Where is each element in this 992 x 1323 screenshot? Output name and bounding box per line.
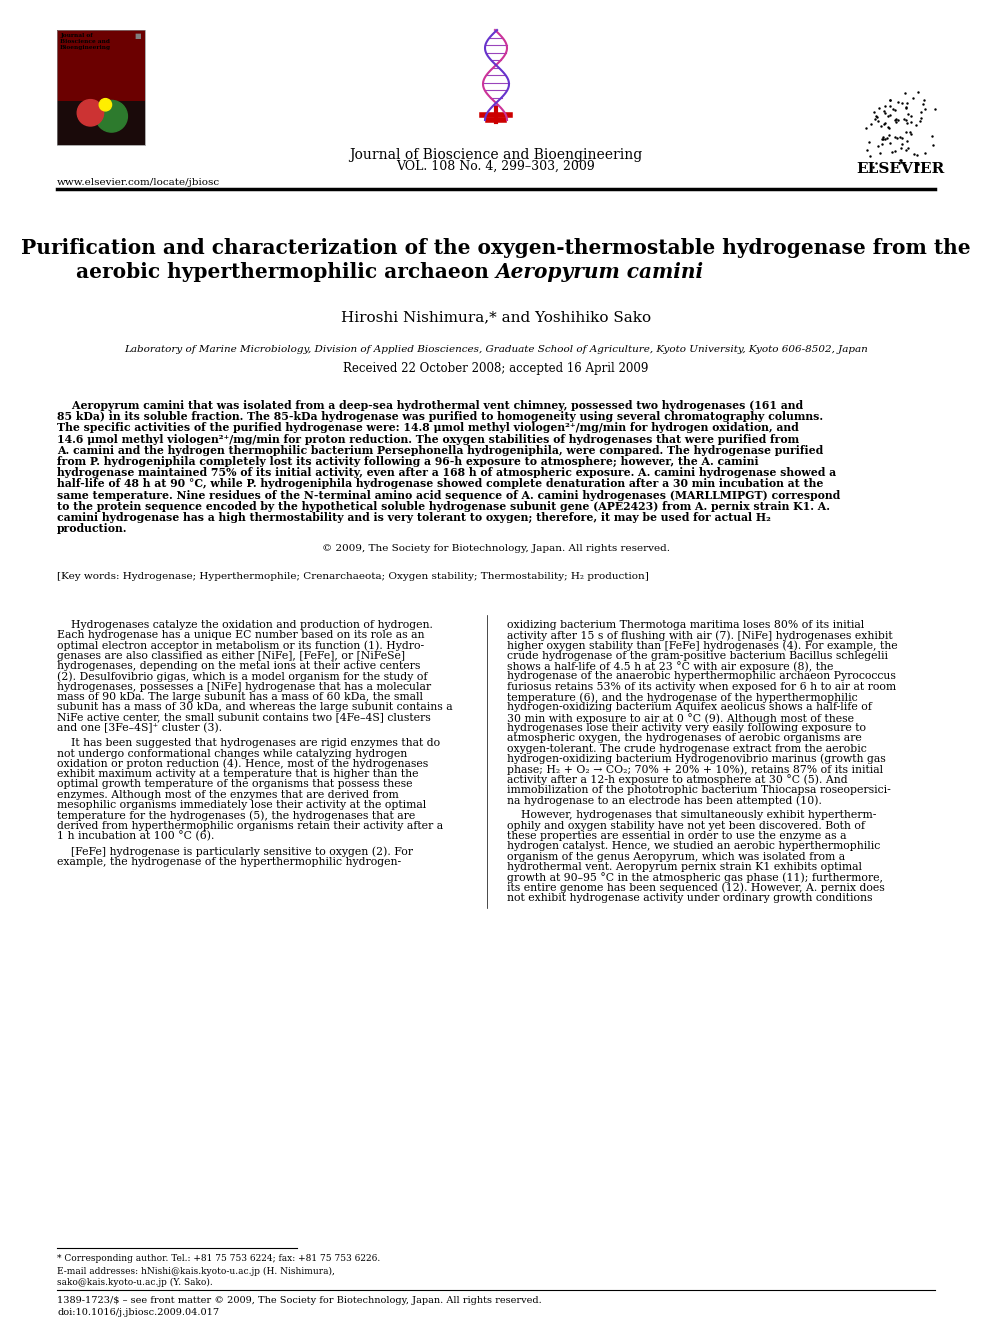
Text: immobilization of the phototrophic bacterium Thiocapsa roseopersici-: immobilization of the phototrophic bacte… [507,785,891,795]
Text: temperature for the hydrogenases (5), the hydrogenases that are: temperature for the hydrogenases (5), th… [57,811,416,822]
Text: optimal electron acceptor in metabolism or its function (1). Hydro-: optimal electron acceptor in metabolism … [57,640,425,651]
Text: not exhibit hydrogenase activity under ordinary growth conditions: not exhibit hydrogenase activity under o… [507,893,873,902]
Text: growth at 90–95 °C in the atmospheric gas phase (11); furthermore,: growth at 90–95 °C in the atmospheric ga… [507,872,883,882]
Text: Journal of
Bioscience and
Bioengineering: Journal of Bioscience and Bioengineering [60,33,111,50]
Bar [57,78,145,146]
Text: mass of 90 kDa. The large subunit has a mass of 60 kDa, the small: mass of 90 kDa. The large subunit has a … [57,692,423,703]
Bar [57,99,145,146]
Text: mesophilic organisms immediately lose their activity at the optimal: mesophilic organisms immediately lose th… [57,800,427,810]
Text: 85 kDa) in its soluble fraction. The 85-kDa hydrogenase was purified to homogene: 85 kDa) in its soluble fraction. The 85-… [57,411,823,422]
Text: hydrogenase of the anaerobic hyperthermophilic archaeon Pyrococcus: hydrogenase of the anaerobic hyperthermo… [507,672,896,681]
Text: A. camini and the hydrogen thermophilic bacterium Persephonella hydrogeniphila, : A. camini and the hydrogen thermophilic … [57,445,823,456]
Text: hydrothermal vent. Aeropyrum pernix strain K1 exhibits optimal: hydrothermal vent. Aeropyrum pernix stra… [507,861,862,872]
Text: The specific activities of the purified hydrogenase were: 14.8 μmol methyl violo: The specific activities of the purified … [57,422,799,434]
Text: doi:10.1016/j.jbiosc.2009.04.017: doi:10.1016/j.jbiosc.2009.04.017 [57,1308,219,1316]
Text: derived from hyperthermophilic organisms retain their activity after a: derived from hyperthermophilic organisms… [57,820,443,831]
Text: ophily and oxygen stability have not yet been discovered. Both of: ophily and oxygen stability have not yet… [507,820,865,831]
Text: example, the hydrogenase of the hyperthermophilic hydrogen-: example, the hydrogenase of the hyperthe… [57,856,401,867]
Text: Hydrogenases catalyze the oxidation and production of hydrogen.: Hydrogenases catalyze the oxidation and … [57,620,433,630]
Text: hydrogenases, depending on the metal ions at their active centers: hydrogenases, depending on the metal ion… [57,662,421,671]
Text: [FeFe] hydrogenase is particularly sensitive to oxygen (2). For: [FeFe] hydrogenase is particularly sensi… [57,847,413,857]
Bar [57,30,145,146]
Text: hydrogen catalyst. Hence, we studied an aerobic hyperthermophilic: hydrogen catalyst. Hence, we studied an … [507,841,880,851]
Text: genases are also classified as either [NiFe], [FeFe], or [NiFeSe]: genases are also classified as either [N… [57,651,405,662]
Text: activity after a 12-h exposure to atmosphere at 30 °C (5). And: activity after a 12-h exposure to atmosp… [507,774,847,786]
Text: 30 min with exposure to air at 0 °C (9). Although most of these: 30 min with exposure to air at 0 °C (9).… [507,713,854,724]
Text: Purification and characterization of the oxygen-thermostable hydrogenase from th: Purification and characterization of the… [21,238,971,258]
Text: half-life of 48 h at 90 °C, while P. hydrogeniphila hydrogenase showed complete : half-life of 48 h at 90 °C, while P. hyd… [57,479,823,490]
Text: aerobic hyperthermophilic archaeon: aerobic hyperthermophilic archaeon [76,262,496,282]
Text: crude hydrogenase of the gram-positive bacterium Bacillus schlegelii: crude hydrogenase of the gram-positive b… [507,651,888,662]
Text: production.: production. [57,523,128,534]
Text: 1 h incubation at 100 °C (6).: 1 h incubation at 100 °C (6). [57,831,214,841]
Circle shape [95,101,127,132]
Text: na hydrogenase to an electrode has been attempted (10).: na hydrogenase to an electrode has been … [507,795,822,806]
Text: © 2009, The Society for Biotechnology, Japan. All rights reserved.: © 2009, The Society for Biotechnology, J… [322,544,670,553]
Text: Aeropyrum camini that was isolated from a deep-sea hydrothermal vent chimney, po: Aeropyrum camini that was isolated from … [57,400,804,411]
Text: Received 22 October 2008; accepted 16 April 2009: Received 22 October 2008; accepted 16 Ap… [343,363,649,374]
Text: E-mail addresses: hNishi@kais.kyoto-u.ac.jp (H. Nishimura),: E-mail addresses: hNishi@kais.kyoto-u.ac… [57,1267,335,1277]
Text: oxidizing bacterium Thermotoga maritima loses 80% of its initial: oxidizing bacterium Thermotoga maritima … [507,620,864,630]
Text: 14.6 μmol methyl viologen²⁺/mg/min for proton reduction. The oxygen stabilities : 14.6 μmol methyl viologen²⁺/mg/min for p… [57,434,800,445]
Text: VOL. 108 No. 4, 299–303, 2009: VOL. 108 No. 4, 299–303, 2009 [397,160,595,173]
Text: hydrogenase maintained 75% of its initial activity, even after a 168 h of atmosp: hydrogenase maintained 75% of its initia… [57,467,836,478]
Text: camini hydrogenase has a high thermostability and is very tolerant to oxygen; th: camini hydrogenase has a high thermostab… [57,512,771,523]
Text: phase; H₂ + O₂ → CO₂; 70% + 20% + 10%), retains 87% of its initial: phase; H₂ + O₂ → CO₂; 70% + 20% + 10%), … [507,765,883,775]
Text: exhibit maximum activity at a temperature that is higher than the: exhibit maximum activity at a temperatur… [57,769,419,779]
Circle shape [99,99,111,111]
Text: hydrogenases lose their activity very easily following exposure to: hydrogenases lose their activity very ea… [507,722,866,733]
Text: hydrogen-oxidizing bacterium Hydrogenovibrio marinus (growth gas: hydrogen-oxidizing bacterium Hydrogenovi… [507,754,886,765]
Text: www.elsevier.com/locate/jbiosc: www.elsevier.com/locate/jbiosc [57,179,220,187]
Circle shape [77,99,103,126]
Text: activity after 15 s of flushing with air (7). [NiFe] hydrogenases exhibit: activity after 15 s of flushing with air… [507,630,893,640]
Text: and one [3Fe–4S]⁺ cluster (3).: and one [3Fe–4S]⁺ cluster (3). [57,722,222,733]
Text: oxygen-tolerant. The crude hydrogenase extract from the aerobic: oxygen-tolerant. The crude hydrogenase e… [507,744,867,754]
Text: Hiroshi Nishimura,* and Yoshihiko Sako: Hiroshi Nishimura,* and Yoshihiko Sako [341,310,651,324]
Text: shows a half-life of 4.5 h at 23 °C with air exposure (8), the: shows a half-life of 4.5 h at 23 °C with… [507,662,833,672]
Text: same temperature. Nine residues of the N-terminal amino acid sequence of A. cami: same temperature. Nine residues of the N… [57,490,840,500]
Text: sako@kais.kyoto-u.ac.jp (Y. Sako).: sako@kais.kyoto-u.ac.jp (Y. Sako). [57,1278,212,1287]
Text: oxidation or proton reduction (4). Hence, most of the hydrogenases: oxidation or proton reduction (4). Hence… [57,759,429,770]
Text: furiosus retains 53% of its activity when exposed for 6 h to air at room: furiosus retains 53% of its activity whe… [507,681,896,692]
Text: It has been suggested that hydrogenases are rigid enzymes that do: It has been suggested that hydrogenases … [57,738,440,749]
Text: ELSEVIER: ELSEVIER [856,161,944,176]
Text: temperature (6), and the hydrogenase of the hyperthermophilic: temperature (6), and the hydrogenase of … [507,692,858,703]
Text: * Corresponding author. Tel.: +81 75 753 6224; fax: +81 75 753 6226.: * Corresponding author. Tel.: +81 75 753… [57,1254,380,1263]
Text: However, hydrogenases that simultaneously exhibit hypertherm-: However, hydrogenases that simultaneousl… [507,811,876,820]
Text: Each hydrogenase has a unique EC number based on its role as an: Each hydrogenase has a unique EC number … [57,630,425,640]
Text: organism of the genus Aeropyrum, which was isolated from a: organism of the genus Aeropyrum, which w… [507,852,845,861]
Text: these properties are essential in order to use the enzyme as a: these properties are essential in order … [507,831,846,841]
Text: hydrogen-oxidizing bacterium Aquifex aeolicus shows a half-life of: hydrogen-oxidizing bacterium Aquifex aeo… [507,703,872,712]
Text: Aeropyrum camini: Aeropyrum camini [496,262,704,282]
Text: [Key words: Hydrogenase; Hyperthermophile; Crenarchaeota; Oxygen stability; Ther: [Key words: Hydrogenase; Hyperthermophil… [57,573,649,581]
Text: its entire genome has been sequenced (12). However, A. pernix does: its entire genome has been sequenced (12… [507,882,885,893]
Text: to the protein sequence encoded by the hypothetical soluble hydrogenase subunit : to the protein sequence encoded by the h… [57,501,830,512]
Text: ■: ■ [134,33,141,38]
Text: 1389-1723/$ – see front matter © 2009, The Society for Biotechnology, Japan. All: 1389-1723/$ – see front matter © 2009, T… [57,1297,542,1304]
Text: hydrogenases, possesses a [NiFe] hydrogenase that has a molecular: hydrogenases, possesses a [NiFe] hydroge… [57,681,432,692]
Text: higher oxygen stability than [FeFe] hydrogenases (4). For example, the: higher oxygen stability than [FeFe] hydr… [507,640,898,651]
Text: enzymes. Although most of the enzymes that are derived from: enzymes. Although most of the enzymes th… [57,790,399,800]
Bar [57,30,145,102]
Text: (2). Desulfovibrio gigas, which is a model organism for the study of: (2). Desulfovibrio gigas, which is a mod… [57,672,428,683]
Text: Laboratory of Marine Microbiology, Division of Applied Biosciences, Graduate Sch: Laboratory of Marine Microbiology, Divis… [124,345,868,355]
Text: NiFe active center, the small subunit contains two [4Fe–4S] clusters: NiFe active center, the small subunit co… [57,713,431,722]
Text: not undergo conformational changes while catalyzing hydrogen: not undergo conformational changes while… [57,749,408,758]
Text: atmospheric oxygen, the hydrogenases of aerobic organisms are: atmospheric oxygen, the hydrogenases of … [507,733,862,744]
Text: Journal of Bioscience and Bioengineering: Journal of Bioscience and Bioengineering [349,148,643,161]
Text: subunit has a mass of 30 kDa, and whereas the large subunit contains a: subunit has a mass of 30 kDa, and wherea… [57,703,452,712]
Text: optimal growth temperature of the organisms that possess these: optimal growth temperature of the organi… [57,779,413,790]
Text: from P. hydrogeniphila completely lost its activity following a 96-h exposure to: from P. hydrogeniphila completely lost i… [57,456,759,467]
